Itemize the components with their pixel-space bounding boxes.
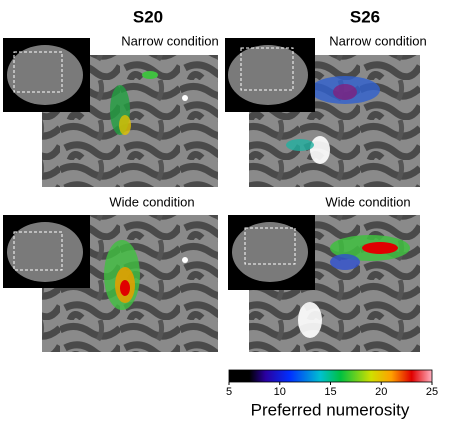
tick-label: 5	[226, 386, 232, 398]
tick-label: 15	[324, 386, 336, 398]
condition-label: Wide condition	[109, 194, 194, 209]
condition-label: Narrow condition	[329, 33, 427, 48]
tick-label: 20	[375, 386, 387, 398]
colorbar	[228, 369, 433, 383]
brain-inset	[228, 215, 315, 290]
condition-label: Narrow condition	[121, 33, 219, 48]
tick-label: 10	[274, 386, 286, 398]
subject-title: S20	[133, 7, 163, 26]
subject-title: S26	[350, 7, 380, 26]
tick-label: 25	[426, 386, 438, 398]
colorbar-label: Preferred numerosity	[251, 400, 410, 419]
colorbar-ticks: 5 10 15 20 25	[226, 382, 438, 398]
condition-label: Wide condition	[325, 194, 410, 209]
flatmap	[249, 215, 420, 352]
brain-inset	[225, 38, 315, 112]
brain-inset	[3, 215, 90, 288]
brain-inset	[3, 38, 90, 112]
